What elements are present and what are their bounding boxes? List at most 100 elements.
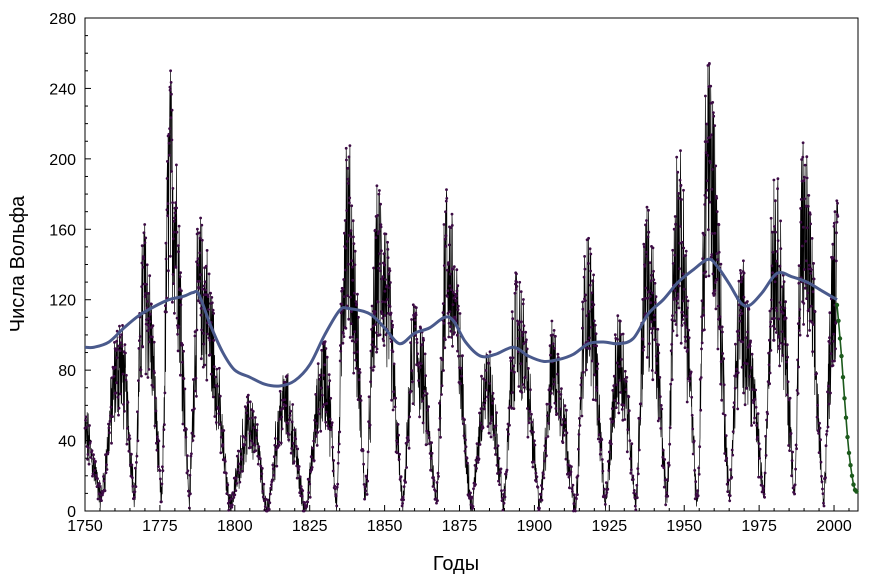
monthly-point — [589, 325, 593, 329]
monthly-point — [796, 358, 799, 362]
monthly-point — [543, 444, 547, 448]
monthly-point — [742, 295, 746, 299]
monthly-point — [342, 332, 345, 335]
monthly-point — [536, 485, 540, 489]
monthly-point — [234, 489, 238, 492]
monthly-point — [632, 491, 636, 495]
monthly-point — [546, 435, 550, 438]
monthly-point — [383, 289, 387, 293]
monthly-point — [254, 436, 258, 440]
monthly-point — [200, 223, 204, 227]
monthly-point — [391, 350, 395, 353]
monthly-point — [233, 493, 237, 497]
monthly-point — [437, 475, 440, 478]
monthly-point — [149, 335, 152, 339]
monthly-point — [401, 495, 405, 499]
monthly-point — [430, 441, 433, 444]
monthly-point — [336, 461, 340, 465]
monthly-point — [725, 482, 729, 486]
monthly-point — [648, 289, 652, 293]
monthly-point — [738, 338, 741, 342]
monthly-point — [387, 311, 390, 315]
y-tick-label: 240 — [49, 81, 76, 98]
monthly-point — [236, 468, 240, 471]
monthly-point — [597, 417, 601, 421]
monthly-point — [209, 372, 213, 376]
monthly-point — [425, 429, 428, 433]
monthly-point — [199, 307, 203, 310]
monthly-point — [392, 390, 395, 394]
monthly-point — [84, 415, 88, 419]
monthly-point — [170, 138, 174, 142]
monthly-point — [242, 443, 246, 447]
monthly-point — [201, 287, 205, 291]
monthly-point — [771, 250, 775, 254]
monthly-point — [526, 407, 529, 410]
monthly-point — [206, 295, 210, 298]
monthly-point — [93, 469, 96, 472]
monthly-point — [373, 310, 377, 314]
monthly-point — [819, 460, 823, 464]
monthly-point — [217, 412, 221, 415]
monthly-point — [482, 377, 485, 381]
monthly-point — [297, 468, 301, 471]
monthly-point — [313, 428, 317, 432]
monthly-point — [375, 347, 379, 351]
monthly-point — [571, 490, 574, 493]
monthly-point — [187, 494, 191, 498]
monthly-point — [210, 301, 214, 305]
monthly-point — [152, 385, 155, 389]
monthly-point — [744, 336, 748, 340]
monthly-point — [588, 247, 592, 251]
monthly-point — [572, 502, 576, 506]
monthly-point — [597, 433, 601, 437]
monthly-point — [777, 344, 781, 348]
monthly-point — [601, 469, 605, 473]
monthly-point — [323, 340, 327, 343]
monthly-point — [205, 249, 209, 252]
monthly-point — [309, 455, 313, 459]
monthly-point — [550, 319, 554, 323]
monthly-point — [654, 354, 658, 358]
forecast-point — [840, 375, 846, 380]
monthly-point — [151, 324, 155, 328]
monthly-point — [791, 450, 794, 454]
monthly-point — [710, 133, 713, 137]
monthly-point — [186, 469, 190, 473]
monthly-point — [205, 378, 209, 382]
monthly-point — [193, 330, 197, 334]
monthly-point — [760, 475, 763, 479]
monthly-point — [743, 361, 746, 365]
monthly-point — [435, 481, 439, 484]
monthly-point — [686, 299, 690, 303]
monthly-point — [806, 204, 810, 208]
monthly-point — [280, 415, 284, 419]
monthly-point — [173, 216, 177, 220]
monthly-point — [756, 412, 760, 415]
monthly-point — [665, 491, 669, 495]
monthly-point — [154, 396, 157, 400]
monthly-point — [168, 88, 172, 92]
monthly-point — [502, 493, 505, 496]
monthly-point — [443, 346, 447, 350]
monthly-point — [485, 388, 488, 392]
monthly-point — [255, 428, 259, 432]
monthly-point — [284, 404, 288, 407]
monthly-point — [498, 483, 501, 486]
monthly-point — [721, 412, 725, 415]
monthly-point — [693, 469, 697, 472]
monthly-point — [377, 266, 380, 270]
monthly-point — [353, 263, 357, 267]
monthly-point — [703, 328, 706, 332]
monthly-point — [516, 323, 520, 326]
monthly-point — [215, 367, 219, 371]
monthly-point — [653, 318, 656, 322]
monthly-point — [474, 458, 478, 462]
monthly-point — [678, 178, 682, 182]
monthly-point — [114, 391, 118, 395]
monthly-point — [142, 282, 146, 286]
monthly-series — [83, 62, 840, 513]
monthly-point — [134, 466, 137, 470]
monthly-point — [363, 497, 366, 501]
